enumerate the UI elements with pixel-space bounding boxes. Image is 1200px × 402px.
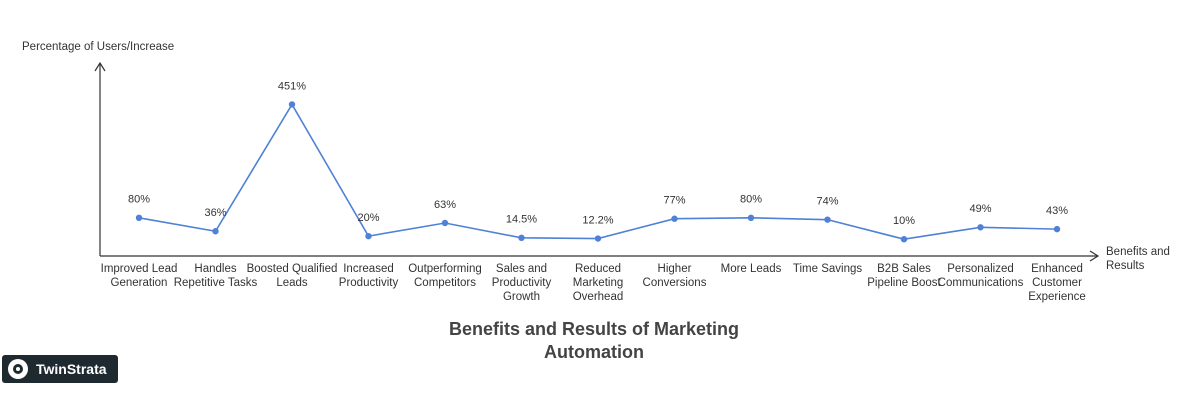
x-axis-arrow [1089, 250, 1100, 262]
x-tick-label: Increased Productivity [338, 263, 399, 289]
data-point [671, 215, 678, 222]
logo-icon [8, 359, 28, 379]
data-point [1053, 225, 1061, 233]
data-point [747, 214, 755, 222]
x-tick-label: Enhanced Customer Experience [1028, 263, 1086, 303]
data-label: 451% [278, 80, 306, 92]
y-axis-label: Percentage of Users/Increase [22, 41, 175, 53]
data-label: 80% [128, 194, 150, 206]
x-tick-label: Handles Repetitive Tasks [173, 263, 258, 289]
data-label: 12.2% [582, 214, 613, 226]
data-point [824, 216, 831, 223]
data-label: 63% [434, 199, 456, 211]
x-tick-label: Personalized Communications [937, 263, 1024, 289]
data-point [594, 235, 602, 242]
x-tick-label: More Leads [720, 263, 782, 275]
x-tick-label: Reduced Marketing Overhead [572, 263, 624, 303]
data-point [288, 101, 296, 108]
data-label: 77% [663, 195, 685, 207]
data-point [900, 235, 908, 243]
x-tick-label: Outperforming Competitors [408, 263, 482, 289]
x-tick-label: Boosted Qualified Leads [246, 263, 338, 289]
logo-text: TwinStrata [36, 361, 107, 377]
data-label: 14.5% [506, 214, 537, 226]
x-tick-label: Sales and Productivity Growth [491, 263, 552, 303]
data-label: 36% [204, 207, 226, 219]
chart-title: Benefits and Results of Marketing Automa… [448, 319, 740, 362]
data-label: 49% [969, 203, 991, 215]
x-tick-label: Higher Conversions [642, 263, 707, 289]
y-axis-arrow [94, 61, 106, 72]
x-tick-label: B2B Sales Pipeline Boost [867, 263, 941, 289]
data-point [135, 214, 143, 222]
x-tick-label: Improved Lead Generation [100, 263, 178, 289]
data-point [365, 232, 372, 240]
data-point [212, 228, 219, 235]
data-label: 43% [1046, 205, 1068, 217]
data-point [441, 219, 449, 227]
data-label: 74% [816, 196, 838, 208]
data-label: 20% [357, 212, 379, 224]
data-point [518, 234, 525, 242]
data-label: 80% [740, 194, 762, 206]
data-point [977, 224, 984, 231]
logo: TwinStrata [2, 355, 118, 383]
x-axis-label: Benefits and Results [1106, 246, 1170, 272]
data-label: 10% [893, 215, 915, 227]
x-tick-label: Time Savings [792, 263, 863, 275]
